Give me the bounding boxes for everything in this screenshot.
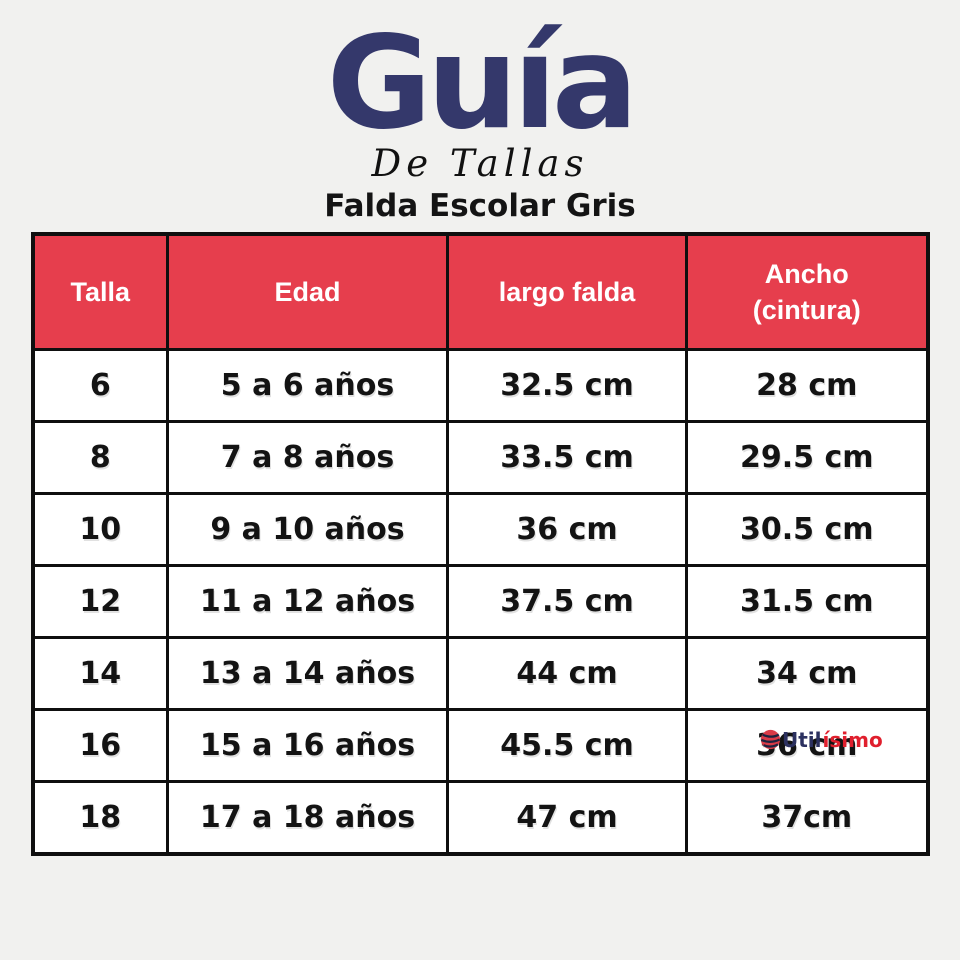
cell-largo: 45.5 cm	[446, 708, 688, 784]
cell-ancho: 28 cm	[685, 348, 929, 424]
cell-ancho: 37cm	[685, 780, 929, 856]
column-header-ancho-cintura: Ancho (cintura)	[685, 232, 929, 352]
cell-ancho: 31.5 cm	[685, 564, 929, 640]
cell-edad: 17 a 18 años	[166, 780, 449, 856]
brand-block: Guía De Tallas Falda Escolar Gris	[0, 9, 960, 225]
table-row: 6 5 a 6 años 32.5 cm 28 cm	[31, 348, 929, 424]
cell-largo: 44 cm	[446, 636, 688, 712]
cell-edad: 13 a 14 años	[166, 636, 449, 712]
cell-ancho: 36 cm	[685, 708, 929, 784]
cell-talla: 8	[31, 420, 169, 496]
table-row: 10 9 a 10 años 36 cm 30.5 cm	[31, 492, 929, 568]
cell-talla: 6	[31, 348, 169, 424]
cell-talla: 12	[31, 564, 169, 640]
cell-edad: 11 a 12 años	[166, 564, 449, 640]
table-header-row: Talla Edad largo falda Ancho (cintura)	[31, 232, 929, 352]
cell-largo: 32.5 cm	[446, 348, 688, 424]
cell-talla: 16	[31, 708, 169, 784]
cell-edad: 7 a 8 años	[166, 420, 449, 496]
column-header-edad: Edad	[166, 232, 449, 352]
cell-largo: 33.5 cm	[446, 420, 688, 496]
cell-ancho: 30.5 cm	[685, 492, 929, 568]
table-row: 8 7 a 8 años 33.5 cm 29.5 cm	[31, 420, 929, 496]
cell-talla: 14	[31, 636, 169, 712]
logo-subtitle: De Tallas	[371, 141, 589, 185]
table-row: 16 15 a 16 años 45.5 cm 36 cm	[31, 708, 929, 784]
cell-talla: 18	[31, 780, 169, 856]
cell-largo: 37.5 cm	[446, 564, 688, 640]
table-row: 12 11 a 12 años 37.5 cm 31.5 cm	[31, 564, 929, 640]
cell-edad: 15 a 16 años	[166, 708, 449, 784]
logo-main: Guía	[326, 9, 638, 158]
cell-largo: 47 cm	[446, 780, 688, 856]
product-title: Falda Escolar Gris	[324, 188, 636, 225]
cell-edad: 5 a 6 años	[166, 348, 449, 424]
cell-ancho: 29.5 cm	[685, 420, 929, 496]
table-row: 14 13 a 14 años 44 cm 34 cm	[31, 636, 929, 712]
size-table: Talla Edad largo falda Ancho (cintura) 6…	[30, 231, 930, 856]
cell-ancho: 34 cm	[685, 636, 929, 712]
cell-edad: 9 a 10 años	[166, 492, 449, 568]
table-row: 18 17 a 18 años 47 cm 37cm	[31, 780, 929, 856]
cell-talla: 10	[31, 492, 169, 568]
cell-largo: 36 cm	[446, 492, 688, 568]
column-header-talla: Talla	[31, 232, 169, 352]
column-header-largo-falda: largo falda	[446, 232, 688, 352]
